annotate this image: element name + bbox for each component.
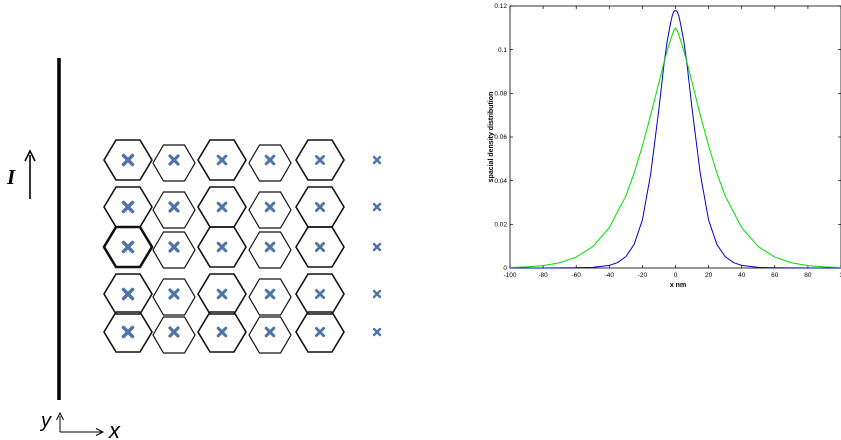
atom-marker — [264, 288, 276, 300]
x-tick-label: 0 — [674, 272, 678, 279]
atom-marker — [121, 325, 135, 339]
atom-marker — [264, 201, 276, 213]
atom-marker — [264, 154, 276, 166]
lattice-diagram: I y x — [6, 58, 382, 440]
hexagon-cell — [152, 191, 196, 229]
atom-marker — [372, 327, 382, 337]
atom-marker — [216, 154, 228, 166]
series-line-1 — [510, 9, 841, 269]
y-tick-label: 0 — [503, 265, 507, 272]
hexagon-cell — [295, 311, 345, 353]
hexagon-cell — [103, 311, 153, 353]
atom-marker — [372, 155, 382, 165]
hexagon-cell — [197, 273, 247, 315]
y-tick-label: 0.02 — [494, 222, 507, 229]
atom-marker — [168, 154, 180, 166]
series-line-2 — [509, 27, 841, 269]
hexagon-cell — [152, 231, 196, 269]
x-axis-label: x nm — [670, 282, 686, 289]
x-tick-label: -60 — [571, 272, 581, 279]
tick-labels: -100 -80 -60 -40 -20 0 20 40 60 80 1 0 0.02 0.04 0.06 0… — [494, 3, 841, 279]
atom-marker — [314, 241, 326, 253]
atom-marker — [216, 201, 228, 213]
atom-markers — [121, 153, 382, 339]
x-tick-label: 80 — [804, 272, 812, 279]
atom-marker — [314, 154, 326, 166]
atom-marker — [168, 201, 180, 213]
hexagon-cell — [152, 316, 196, 354]
atom-marker — [314, 288, 326, 300]
x-tick-label: 40 — [738, 272, 746, 279]
hexagon-cell — [152, 144, 196, 182]
hexagon-cell — [295, 139, 345, 181]
x-tick-label: -20 — [638, 272, 648, 279]
atom-marker — [168, 241, 180, 253]
x-tick-label: -80 — [538, 272, 548, 279]
atom-marker — [121, 287, 135, 301]
atom-marker — [372, 289, 382, 299]
atom-marker — [216, 241, 228, 253]
atom-marker — [314, 201, 326, 213]
hexagon-cell — [103, 139, 153, 181]
atom-marker — [264, 326, 276, 338]
density-chart: -100 -80 -60 -40 -20 0 20 40 60 80 1 0 0.02 0.04 0.06 0… — [488, 3, 841, 289]
hexagon-cell — [248, 144, 292, 182]
coordinate-axes — [56, 411, 105, 436]
axis-y-label: y — [39, 410, 52, 432]
hexagon-cell — [248, 278, 292, 316]
y-tick-label: 0.1 — [498, 47, 507, 54]
atom-marker — [168, 288, 180, 300]
hexagon-cell — [248, 316, 292, 354]
y-tick-label: 0.06 — [494, 134, 507, 141]
hexagon-cell — [248, 191, 292, 229]
atom-marker — [216, 288, 228, 300]
y-axis-label: spacial density distribution — [488, 92, 495, 183]
hexagon-cell — [197, 226, 247, 268]
hexagon-cell — [102, 225, 154, 269]
series-lines — [509, 9, 841, 269]
hexagon-cell — [103, 273, 153, 315]
axis-ticks — [509, 5, 841, 269]
atom-marker — [372, 242, 382, 252]
atom-marker — [121, 240, 135, 254]
axis-x-label: x — [108, 418, 121, 440]
atom-marker — [264, 241, 276, 253]
hexagon-cell — [295, 273, 345, 315]
hexagon-lattice — [102, 139, 345, 354]
atom-marker — [372, 202, 382, 212]
hexagon-cell — [295, 226, 345, 268]
current-arrow — [24, 149, 36, 199]
y-tick-label: 0.08 — [494, 91, 507, 98]
plot-frame — [509, 5, 841, 269]
hexagon-cell — [197, 139, 247, 181]
x-tick-label: 60 — [771, 272, 779, 279]
y-tick-label: 0.12 — [494, 3, 507, 10]
atom-marker — [168, 326, 180, 338]
x-tick-label: 20 — [705, 272, 713, 279]
x-tick-label: -40 — [605, 272, 615, 279]
y-tick-label: 0.04 — [494, 178, 507, 185]
hexagon-cell — [248, 231, 292, 269]
current-label: I — [6, 165, 16, 189]
atom-marker — [216, 326, 228, 338]
atom-marker — [121, 153, 135, 167]
hexagon-cell — [197, 311, 247, 353]
hexagon-cell — [152, 278, 196, 316]
x-tick-label: -100 — [503, 272, 516, 279]
x-tick-label: 1 — [839, 272, 841, 279]
atom-marker — [314, 326, 326, 338]
atom-marker — [121, 200, 135, 214]
